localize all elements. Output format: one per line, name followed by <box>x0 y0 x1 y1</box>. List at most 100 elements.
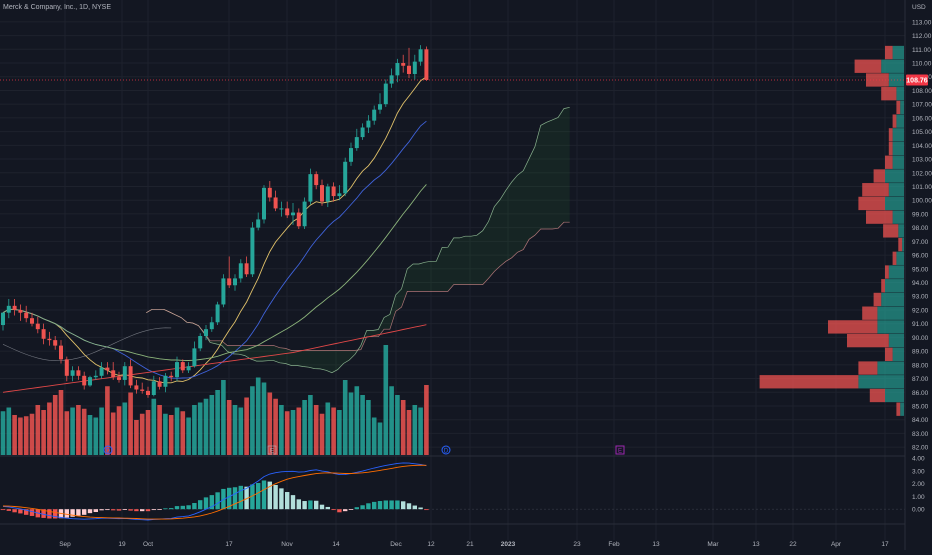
volume-bar <box>412 405 418 455</box>
candle-body <box>302 201 307 227</box>
candle <box>401 54 406 73</box>
price-tick-label: 85.00 <box>912 403 929 410</box>
candle <box>105 362 110 375</box>
candle <box>366 115 371 133</box>
volume-bar <box>290 410 296 455</box>
currency-label[interactable]: USD <box>912 4 926 11</box>
time-tick-label: 12 <box>427 541 435 548</box>
volume-bar <box>371 417 377 455</box>
time-tick-label: 17 <box>225 541 233 548</box>
volume-bar <box>424 385 429 455</box>
candle-body <box>99 367 104 376</box>
macd-histogram-bar <box>140 509 145 512</box>
macd-histogram-bar <box>319 504 325 510</box>
candle-body <box>192 348 197 367</box>
candle <box>227 256 232 289</box>
macd-histogram-bar <box>29 509 35 516</box>
candle-body <box>93 375 98 378</box>
candle <box>279 201 284 217</box>
macd-histogram-bar <box>325 506 330 510</box>
volume-bar <box>18 417 23 455</box>
candle <box>134 379 139 394</box>
dividend-circle-icon <box>103 445 113 455</box>
candle <box>198 333 203 352</box>
candle <box>407 47 411 79</box>
macd-histogram-bar <box>82 509 87 515</box>
time-tick-label: Sep <box>59 541 71 548</box>
volume-histogram <box>0 345 429 455</box>
candle <box>256 212 261 231</box>
price-axis[interactable]: 113.00112.00111.00110.00109.00108.00107.… <box>912 19 932 451</box>
volume-bar <box>308 395 313 455</box>
candle-body <box>30 318 34 324</box>
candle <box>180 359 185 374</box>
macd-histogram-bar <box>238 485 243 510</box>
symbol-title[interactable]: Merck & Company, Inc., 1D, NYSE <box>3 4 111 11</box>
volume-bar <box>180 411 186 455</box>
volume-profile-down-bar <box>854 59 882 73</box>
dividend-marker-future[interactable]: D <box>441 445 451 455</box>
earnings-marker-past[interactable]: E <box>267 445 277 455</box>
volume-bar <box>122 402 128 455</box>
candle-body <box>256 219 261 228</box>
candle <box>308 168 313 205</box>
candle-body <box>53 340 58 346</box>
candle <box>412 54 417 80</box>
macd-histogram-bar <box>314 500 319 510</box>
time-tick-label: 13 <box>652 541 660 548</box>
dividend-marker[interactable]: D <box>103 445 113 455</box>
price-tick-label: 105.00 <box>912 129 932 136</box>
volume-bar <box>64 411 70 455</box>
volume-bar <box>302 400 307 455</box>
candle-body <box>47 338 52 341</box>
candle <box>192 341 197 368</box>
earnings-letter: E <box>270 449 274 455</box>
dividend-letter: D <box>444 449 449 455</box>
candlesticks[interactable] <box>1 45 429 398</box>
price-tick-label: 104.00 <box>912 143 932 150</box>
volume-profile-down-bar <box>847 333 889 348</box>
volume-profile-up-bar <box>900 402 904 416</box>
candle <box>12 298 17 316</box>
volume-bar <box>313 405 319 455</box>
earnings-marker-future[interactable]: E <box>615 445 625 455</box>
volume-bar <box>192 405 197 455</box>
candle <box>354 128 359 151</box>
volume-bar <box>342 380 348 455</box>
volume-bar <box>261 382 267 455</box>
candle <box>349 142 353 166</box>
candle <box>360 123 365 140</box>
volume-bar <box>203 398 209 455</box>
candle <box>424 46 429 81</box>
volume-profile-down-bar <box>881 279 885 293</box>
volume-bar <box>47 402 52 455</box>
candle-body <box>221 278 226 305</box>
macd-histogram-bar <box>418 507 423 510</box>
candle <box>18 304 23 321</box>
time-axis[interactable]: Sep 19 Oct 17 Nov 14 Dec 12 21 2023 23 Feb 13 Mar 13 22… <box>59 541 889 548</box>
candle-body <box>314 174 319 186</box>
volume-bar <box>105 386 110 455</box>
volume-profile-up-bar <box>888 183 904 197</box>
candle-body <box>349 148 353 162</box>
candle <box>117 371 121 383</box>
candle <box>157 377 162 390</box>
price-tick-label: 113.00 <box>912 19 932 26</box>
volume-profile-up-bar <box>896 251 904 265</box>
price-tick-label: 87.00 <box>912 376 929 383</box>
macd-histogram-bar <box>0 509 6 511</box>
candle-body <box>320 185 324 202</box>
price-tick-label: 91.00 <box>912 321 929 328</box>
volume-profile-up-bar <box>892 347 904 361</box>
candle-body <box>117 377 121 380</box>
volume-profile-down-bar <box>888 141 893 156</box>
macd-histogram-bar <box>343 509 348 512</box>
volume-profile-down-bar <box>885 265 889 279</box>
macd-axis[interactable]: 4.00 3.00 2.00 1.00 0.00 <box>912 456 925 514</box>
candle-body <box>134 385 139 390</box>
volume-bar <box>87 415 93 455</box>
volume-profile-down-bar <box>828 320 878 334</box>
candle-body <box>6 305 11 313</box>
